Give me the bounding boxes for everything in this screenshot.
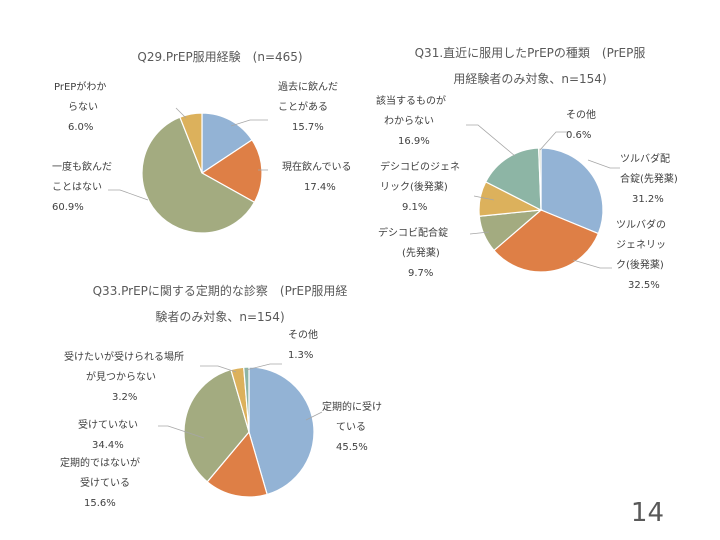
- pie-slice-2-0: [248, 366, 315, 496]
- label-pct: 15.7%: [292, 122, 324, 133]
- label-line: 過去に飲んだ: [278, 82, 338, 93]
- page-number: 14: [630, 498, 664, 528]
- leader-line: [539, 131, 570, 151]
- chart3-pie: [183, 366, 315, 498]
- chart2-label-truvada-generic: ツルバダの ジェネリッ ク(後発薬) 32.5%: [616, 216, 666, 296]
- label-pct: 6.0%: [68, 122, 94, 133]
- label-line: 定期的に受け: [322, 402, 382, 413]
- chart3-label-cannot-find: 受けたいが受けられる場所 が見つからない 3.2%: [64, 348, 184, 408]
- label-line: 合錠(先発薬): [620, 174, 678, 185]
- chart3-title-line1: Q33.PrEPに関する定期的な診察 (PrEP服用経: [92, 284, 348, 298]
- pie-slice-1-5: [538, 147, 542, 211]
- label-line: リック(後発薬): [380, 182, 448, 193]
- chart1-title: Q29.PrEP服用経験 (n=465): [137, 50, 303, 64]
- chart2-label-unknown: 該当するものが わからない 16.9%: [376, 92, 446, 152]
- chart1-label-past: 過去に飲んだ ことがある 15.7%: [278, 78, 338, 138]
- chart3-title-line2: 験者のみ対象、n=154): [155, 310, 285, 324]
- label-pct: 1.3%: [288, 350, 314, 361]
- leader-line: [469, 231, 490, 235]
- pie-slice-0-1: [200, 139, 263, 204]
- label-line: らない: [68, 102, 98, 113]
- label-line: 一度も飲んだ: [52, 162, 112, 173]
- leader-line: [466, 124, 516, 157]
- chart1-label-current: 現在飲んでいる 17.4%: [282, 158, 352, 198]
- leader-line: [587, 159, 620, 169]
- label-line: ジェネリッ: [616, 240, 666, 251]
- label-pct: 9.7%: [408, 268, 434, 279]
- label-line: 定期的ではないが: [60, 458, 140, 469]
- label-line: (先発薬): [402, 248, 440, 259]
- label-pct: 31.2%: [632, 194, 664, 205]
- label-line: が見つからない: [86, 372, 156, 383]
- label-pct: 17.4%: [304, 182, 336, 193]
- chart2-title-line2: 用経験者のみ対象、n=154): [453, 72, 607, 86]
- label-pct: 32.5%: [628, 280, 660, 291]
- label-line: 受けたいが受けられる場所: [64, 352, 184, 363]
- label-line: ことはない: [52, 182, 102, 193]
- label-line: その他: [288, 330, 318, 341]
- pie-slice-1-1: [493, 209, 600, 273]
- chart3-label-not: 受けていない 34.4%: [78, 416, 138, 456]
- chart2-title: Q31.直近に服用したPrEPの種類 (PrEP服 用経験者のみ対象、n=154…: [380, 40, 680, 92]
- leader-line: [158, 425, 205, 439]
- chart1-label-never: 一度も飲んだ ことはない 60.9%: [52, 158, 112, 218]
- chart3-label-other: その他 1.3%: [288, 326, 318, 366]
- label-line: 該当するものが: [376, 96, 446, 107]
- label-line: わからない: [384, 116, 434, 127]
- chart2-title-line1: Q31.直近に服用したPrEPの種類 (PrEP服: [414, 46, 646, 60]
- pie-slice-2-2: [183, 368, 250, 483]
- label-line: ツルバダの: [616, 220, 666, 231]
- chart3-label-regular: 定期的に受け ている 45.5%: [322, 398, 382, 458]
- label-line: ことがある: [278, 102, 328, 113]
- leader-line: [230, 119, 268, 127]
- pie-slice-0-2: [141, 116, 256, 234]
- chart1-pie: [141, 112, 263, 234]
- label-line: ている: [336, 422, 366, 433]
- label-pct: 0.6%: [566, 130, 592, 141]
- pie-slice-0-0: [201, 112, 253, 175]
- chart2-label-descovy: デシコビ配合錠 (先発薬) 9.7%: [378, 224, 448, 284]
- chart3-label-irregular: 定期的ではないが 受けている 15.6%: [60, 454, 140, 514]
- chart2-label-other: その他 0.6%: [566, 106, 596, 146]
- pie-slice-0-3: [179, 112, 203, 174]
- label-line: 受けている: [80, 478, 130, 489]
- chart2-label-descovy-generic: デシコビのジェネ リック(後発薬) 9.1%: [380, 158, 460, 218]
- label-line: デシコビ配合錠: [378, 228, 448, 239]
- label-pct: 15.6%: [84, 498, 116, 509]
- label-pct: 3.2%: [112, 392, 138, 403]
- chart2-label-truvada: ツルバダ配 合錠(先発薬) 31.2%: [620, 150, 678, 210]
- leader-line: [175, 107, 187, 119]
- chart1-label-unknown: PrEPがわか らない 6.0%: [54, 78, 106, 138]
- label-line: ツルバダ配: [620, 154, 670, 165]
- pie-slice-1-0: [540, 147, 604, 235]
- label-line: ク(後発薬): [616, 260, 664, 271]
- leader-line: [305, 411, 323, 421]
- label-line: 受けていない: [78, 420, 138, 431]
- label-pct: 9.1%: [402, 202, 428, 213]
- label-pct: 45.5%: [336, 442, 368, 453]
- label-pct: 34.4%: [92, 440, 124, 451]
- pie-slice-2-1: [206, 430, 268, 498]
- pie-slice-1-4: [484, 147, 542, 211]
- chart2-pie: [478, 147, 604, 273]
- label-line: デシコビのジェネ: [380, 162, 460, 173]
- label-pct: 60.9%: [52, 202, 84, 213]
- leader-line: [572, 259, 612, 269]
- chart3-title: Q33.PrEPに関する定期的な診察 (PrEP服用経 験者のみ対象、n=154…: [70, 278, 370, 330]
- label-line: 現在飲んでいる: [282, 162, 352, 173]
- label-line: その他: [566, 110, 596, 121]
- pie-slice-2-4: [243, 366, 250, 433]
- leader-line: [108, 189, 149, 201]
- leader-line: [473, 195, 495, 201]
- leader-line: [200, 365, 237, 373]
- label-pct: 16.9%: [398, 136, 430, 147]
- leader-lines: [108, 107, 620, 439]
- label-line: PrEPがわか: [54, 82, 107, 93]
- leader-line: [245, 363, 282, 371]
